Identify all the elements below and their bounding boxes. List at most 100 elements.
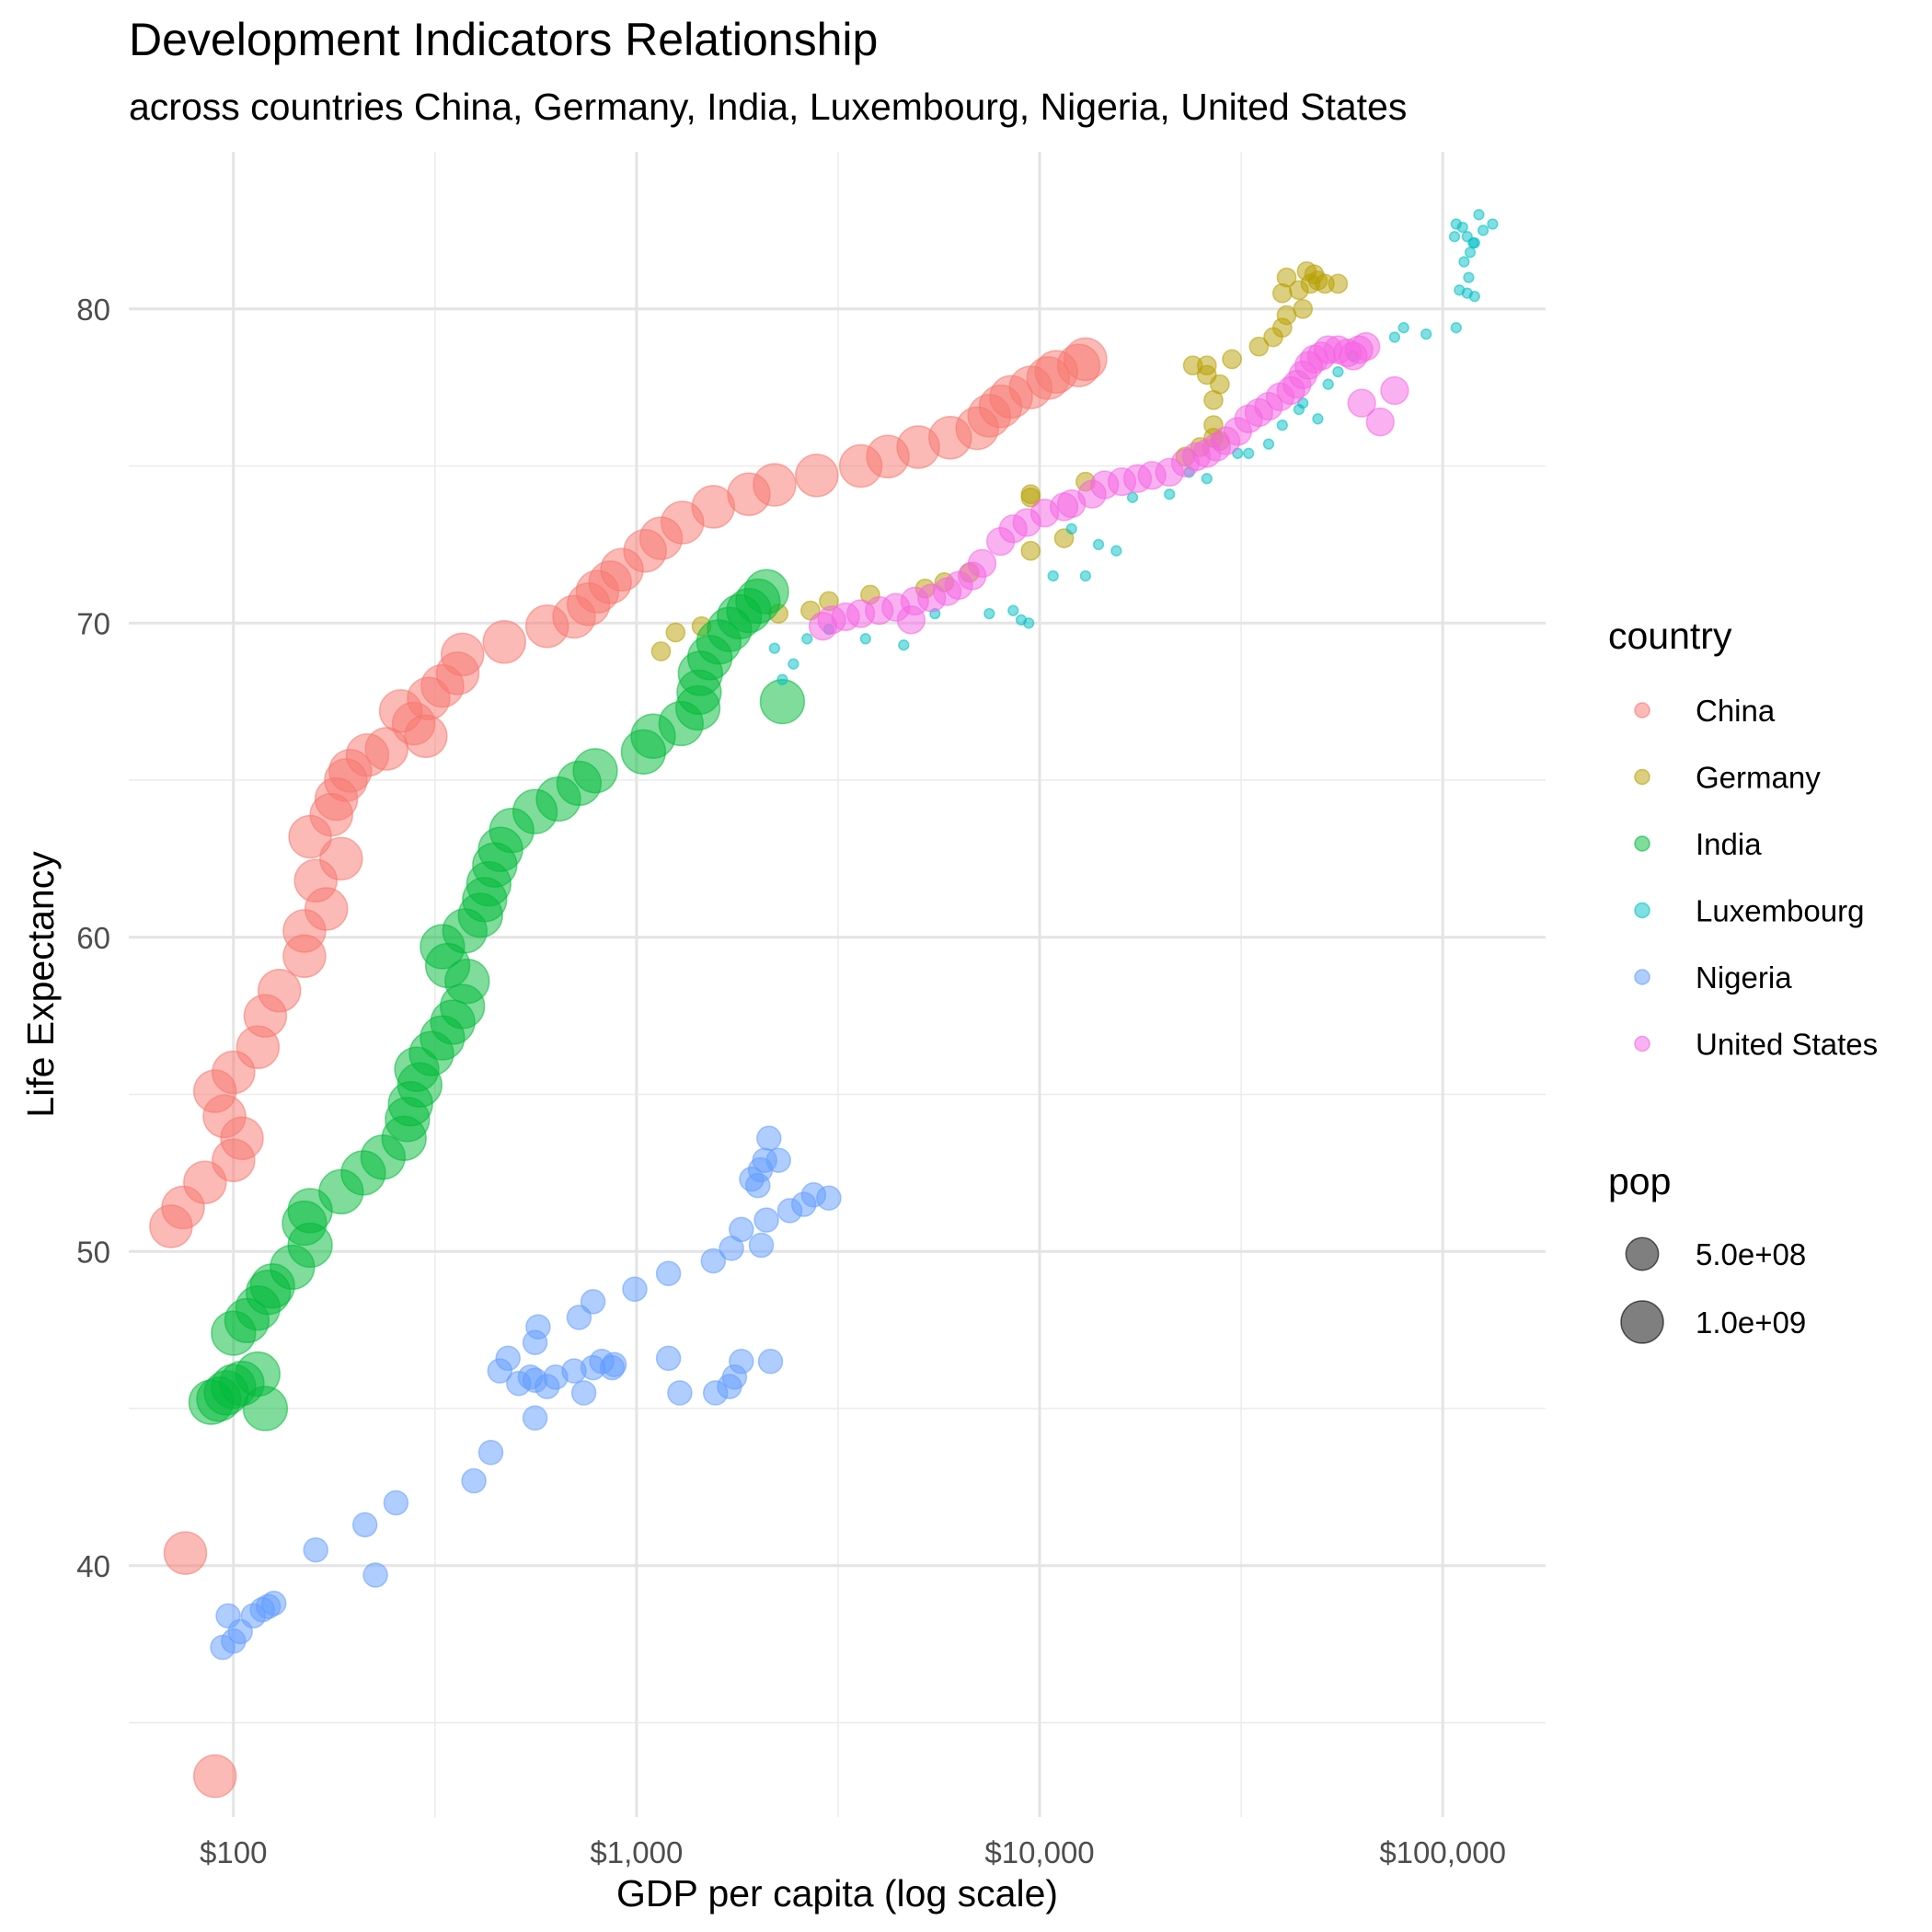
data-point-luxembourg — [1023, 617, 1035, 629]
data-point-nigeria — [362, 1562, 388, 1588]
data-point-china — [192, 1754, 237, 1799]
data-point-germany — [665, 622, 686, 643]
data-point-china — [319, 836, 363, 881]
data-point-luxembourg — [1322, 378, 1334, 390]
data-point-india — [572, 748, 618, 794]
y-tick-label: 70 — [76, 606, 110, 640]
data-point-nigeria — [655, 1345, 682, 1372]
x-tick-label: $1,000 — [590, 1835, 683, 1869]
data-point-luxembourg — [1262, 438, 1275, 450]
data-point-luxembourg — [1463, 271, 1475, 283]
data-point-luxembourg — [1487, 218, 1499, 230]
data-point-germany — [1020, 540, 1041, 561]
data-point-luxembourg — [1397, 322, 1409, 334]
data-point-luxembourg — [1047, 569, 1059, 582]
data-point-nigeria — [655, 1260, 682, 1286]
legend-label-nigeria: Nigeria — [1696, 960, 1792, 995]
x-axis-label: GDP per capita (log scale) — [616, 1872, 1058, 1915]
data-point-nigeria — [522, 1405, 548, 1432]
series-china — [149, 337, 1108, 1799]
data-point-nigeria — [215, 1603, 241, 1629]
legend-pop-title: pop — [1608, 1160, 1671, 1202]
chart-subtitle: across countries China, Germany, India, … — [129, 86, 1407, 128]
legend-key-india — [1634, 835, 1650, 852]
y-tick-label: 60 — [76, 921, 110, 955]
data-point-luxembourg — [1388, 331, 1401, 343]
legend-size-key — [1625, 1236, 1660, 1271]
data-point-china — [404, 714, 448, 758]
data-point-nigeria — [351, 1512, 378, 1538]
legend-key-china — [1634, 702, 1650, 719]
data-point-nigeria — [753, 1207, 779, 1233]
data-point-nigeria — [700, 1248, 727, 1274]
data-point-luxembourg — [1312, 413, 1324, 425]
legend-country-title: country — [1608, 615, 1732, 657]
data-point-luxembourg — [1467, 236, 1479, 249]
legend-key-luxembourg — [1634, 902, 1650, 919]
data-point-india — [759, 678, 806, 725]
legend-label-luxembourg: Luxembourg — [1696, 894, 1864, 928]
y-tick-label: 80 — [76, 293, 110, 327]
y-axis-label: Life Expectancy — [19, 851, 62, 1118]
data-point-luxembourg — [1468, 290, 1480, 303]
data-point-nigeria — [765, 1147, 791, 1173]
data-point-nigeria — [260, 1591, 287, 1616]
x-tick-label: $100 — [200, 1835, 267, 1869]
data-point-germany — [1296, 260, 1317, 282]
legend-color-items: China Germany India Luxembourg Nigeria United… — [1634, 694, 1878, 1062]
data-point-luxembourg — [1450, 218, 1462, 230]
data-point-nigeria — [570, 1380, 597, 1406]
series-india — [188, 569, 806, 1432]
legend-label-germany: Germany — [1696, 761, 1821, 795]
data-point-india — [743, 569, 789, 615]
data-point-luxembourg — [1092, 538, 1105, 551]
x-tick-label: $100,000 — [1379, 1835, 1506, 1869]
legend-size-label: 5.0e+08 — [1696, 1237, 1806, 1271]
legend: country China Germany India Luxembourg Niger… — [1608, 615, 1878, 1344]
data-point-luxembourg — [788, 658, 799, 670]
data-point-nigeria — [816, 1185, 842, 1211]
data-point-united-states — [967, 548, 997, 579]
data-point-nigeria — [757, 1349, 784, 1374]
data-point-nigeria — [756, 1125, 782, 1152]
data-point-nigeria — [622, 1276, 648, 1303]
data-point-united-states — [1347, 388, 1376, 418]
data-point-luxembourg — [1473, 209, 1485, 221]
data-point-nigeria — [303, 1536, 328, 1563]
legend-key-nigeria — [1634, 969, 1650, 985]
legend-key-germany — [1634, 768, 1650, 786]
data-point-luxembourg — [983, 607, 995, 620]
data-point-china — [304, 887, 349, 931]
data-point-china — [1064, 337, 1108, 382]
data-point-luxembourg — [1332, 365, 1344, 378]
data-point-luxembourg — [1007, 604, 1019, 616]
data-point-nigeria — [495, 1345, 521, 1372]
data-point-luxembourg — [801, 633, 813, 645]
series-nigeria — [210, 1125, 842, 1661]
data-point-germany — [650, 641, 672, 661]
y-tick-label: 50 — [76, 1235, 110, 1269]
legend-size-items: 5.0e+08 1.0e+09 — [1620, 1236, 1806, 1344]
data-point-luxembourg — [1201, 473, 1213, 485]
data-point-nigeria — [667, 1380, 693, 1406]
legend-key-united-states — [1634, 1035, 1650, 1052]
data-point-nigeria — [729, 1349, 754, 1374]
data-point-luxembourg — [898, 639, 910, 651]
series-united-states — [808, 332, 1409, 641]
data-point-luxembourg — [776, 673, 788, 685]
data-point-luxembourg — [1243, 447, 1255, 459]
data-point-china — [753, 463, 797, 507]
data-point-germany — [1328, 273, 1349, 294]
data-point-luxembourg — [1450, 322, 1462, 334]
data-point-luxembourg — [1477, 224, 1489, 236]
legend-label-united-states: United States — [1696, 1028, 1878, 1062]
data-point-united-states — [1351, 332, 1381, 362]
data-point-united-states — [1365, 408, 1395, 437]
axis-layer: $100 $1,000 $10,000 $100,000 40 50 60 70 80 — [76, 293, 1506, 1869]
data-point-china — [220, 1116, 264, 1161]
data-point-luxembourg — [1065, 523, 1077, 535]
data-point-nigeria — [461, 1467, 487, 1494]
data-point-luxembourg — [1420, 328, 1432, 340]
data-point-china — [257, 969, 302, 1013]
